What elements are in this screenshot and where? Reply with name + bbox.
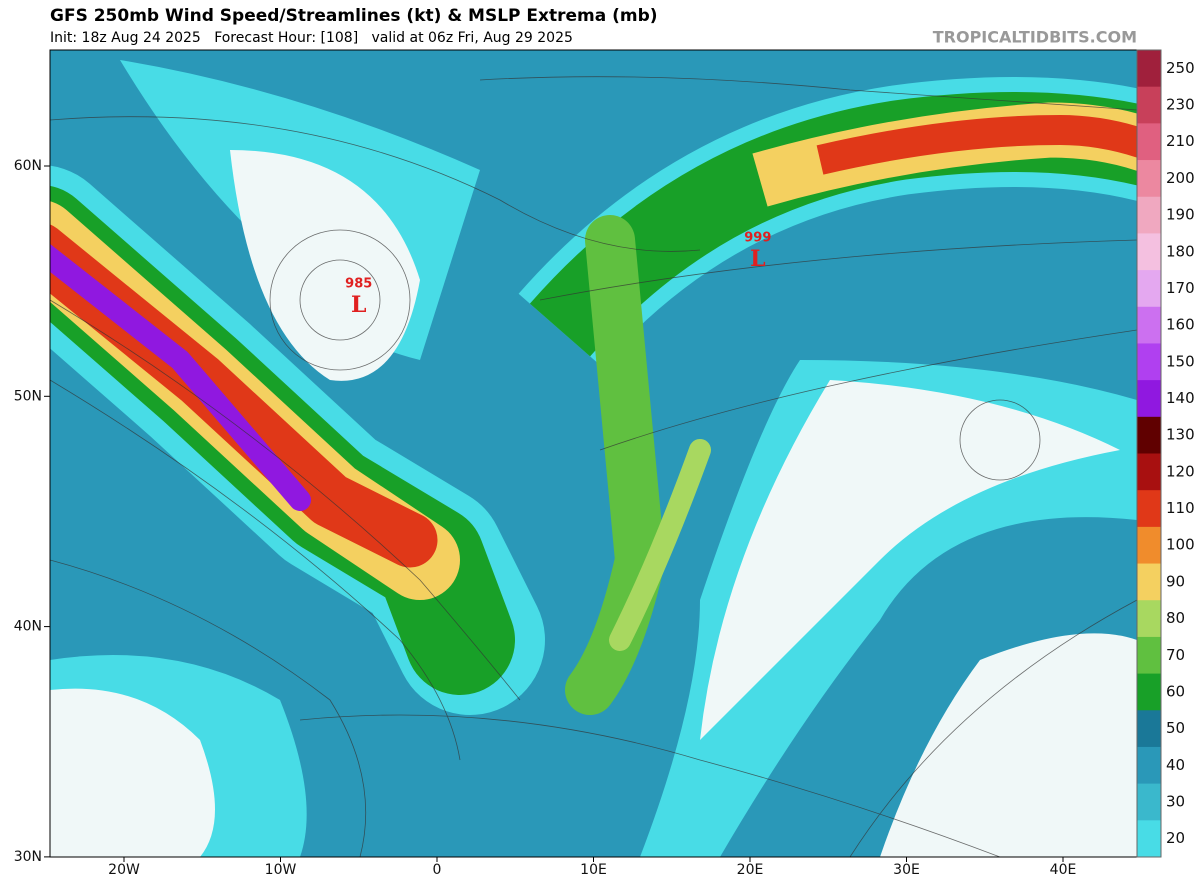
jet-band	[565, 215, 666, 715]
streamlines	[50, 76, 1137, 857]
colorbar-label: 90	[1166, 572, 1185, 590]
lat-label: 30N	[14, 849, 42, 865]
lat-label: 40N	[14, 619, 42, 635]
colorbar-label: 30	[1166, 792, 1185, 810]
colorbar-label: 50	[1166, 719, 1185, 737]
lon-label: 0	[433, 862, 442, 878]
colorbar-swatch	[1137, 233, 1161, 271]
white-patch	[50, 688, 215, 857]
colorbar-swatch	[1137, 196, 1161, 234]
colorbar-label: 160	[1166, 316, 1195, 334]
colorbar-swatch	[1137, 50, 1161, 88]
colorbar-label: 170	[1166, 279, 1195, 297]
low-symbol: L	[750, 246, 765, 272]
jet-band	[609, 439, 711, 651]
lon-label: 20E	[737, 862, 764, 878]
colorbar-label: 140	[1166, 389, 1195, 407]
colorbar-swatch	[1137, 86, 1161, 124]
colorbar-label: 210	[1166, 132, 1195, 150]
low-symbol: L	[351, 292, 366, 318]
colorbar-swatch	[1137, 600, 1161, 638]
colorbar-frame	[1136, 49, 1162, 858]
jet-band	[816, 114, 1137, 175]
colorbar-label: 190	[1166, 206, 1195, 224]
lat-label: 50N	[14, 388, 42, 404]
map-field	[50, 50, 1137, 857]
colorbar-swatch	[1137, 160, 1161, 198]
colorbar-label: 250	[1166, 59, 1195, 77]
subtitle: Init: 18z Aug 24 2025 Forecast Hour: [10…	[50, 30, 573, 46]
colorbar-swatch	[1137, 490, 1161, 528]
colorbar-swatch	[1137, 416, 1161, 454]
colorbar-label: 180	[1166, 242, 1195, 260]
lon-label: 30E	[893, 862, 920, 878]
lon-label: 10E	[580, 862, 607, 878]
lat-label: 60N	[14, 158, 42, 174]
colorbar-swatch	[1137, 306, 1161, 344]
pressure-label: 999	[744, 231, 771, 246]
colorbar-label: 200	[1166, 169, 1195, 187]
colorbar-swatch	[1137, 820, 1161, 858]
colorbar-label: 120	[1166, 462, 1195, 480]
colorbar-label: 150	[1166, 352, 1195, 370]
colorbar-swatch	[1137, 563, 1161, 601]
site-watermark: TROPICALTIDBITS.COM	[933, 28, 1137, 47]
colorbar-label: 20	[1166, 829, 1185, 847]
jet-core	[50, 243, 311, 511]
colorbar-swatch	[1137, 710, 1161, 748]
colorbar-swatch	[1137, 673, 1161, 711]
colorbar-label: 70	[1166, 646, 1185, 664]
pressure-label: 985	[345, 277, 372, 292]
colorbar-swatch	[1137, 270, 1161, 308]
cyan-patch	[640, 360, 1137, 857]
colorbar-label: 100	[1166, 536, 1195, 554]
lon-label: 10W	[265, 862, 297, 878]
white-patch	[880, 633, 1137, 857]
lon-label: 20W	[108, 862, 140, 878]
colorbar-swatch	[1137, 123, 1161, 161]
colorbar-label: 110	[1166, 499, 1195, 517]
colorbar-label: 60	[1166, 682, 1185, 700]
colorbar-label: 130	[1166, 426, 1195, 444]
colorbar-swatch	[1137, 453, 1161, 491]
colorbar-swatch	[1137, 343, 1161, 381]
lon-label: 40E	[1050, 862, 1077, 878]
colorbar-swatch	[1137, 636, 1161, 675]
colorbar-label: 80	[1166, 609, 1185, 627]
colorbar-swatch	[1137, 380, 1161, 418]
white-patch	[700, 380, 1120, 740]
colorbar-swatch	[1137, 526, 1161, 565]
colorbar-swatch	[1137, 783, 1161, 821]
colorbar-label: 40	[1166, 756, 1185, 774]
colorbar-swatch	[1137, 746, 1161, 785]
title: GFS 250mb Wind Speed/Streamlines (kt) & …	[50, 6, 658, 26]
colorbar-label: 230	[1166, 96, 1195, 114]
